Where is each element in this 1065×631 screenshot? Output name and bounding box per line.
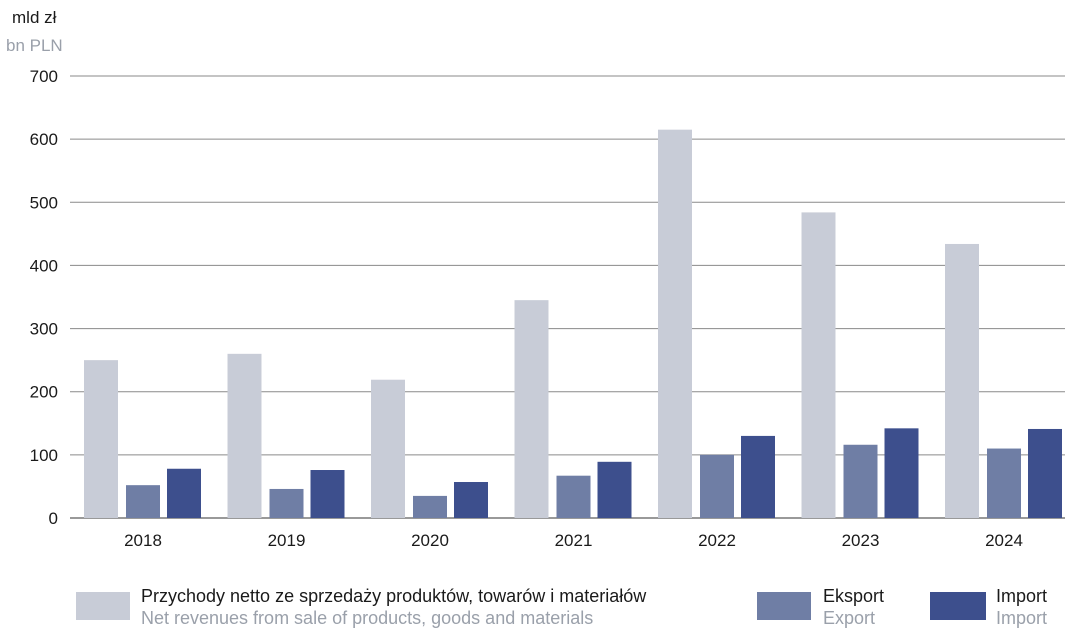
legend-label-import-en: Import — [996, 608, 1048, 628]
bar-2023-import — [884, 428, 919, 518]
legend-label-revenues-en: Net revenues from sale of products, good… — [141, 608, 594, 628]
bar-2021-revenues — [514, 300, 549, 518]
y-tick-label: 200 — [30, 383, 58, 402]
legend-item-revenues: Przychody netto ze sprzedaży produktów, … — [76, 586, 736, 628]
bar-2023-revenues — [801, 212, 836, 519]
legend-label-import: Import — [996, 586, 1048, 606]
bar-2022-import — [741, 435, 775, 518]
y-tick-label: 100 — [30, 446, 58, 465]
x-tick-label: 2020 — [411, 531, 449, 550]
y-unit-label-en: bn PLN — [6, 36, 63, 55]
x-tick-label: 2023 — [842, 531, 880, 550]
legend-label-export: Eksport — [823, 586, 885, 606]
bar-2021-import — [597, 461, 632, 518]
y-tick-label: 500 — [30, 193, 58, 212]
y-unit-label: mld zł — [12, 8, 57, 27]
x-tick-label: 2018 — [124, 531, 162, 550]
bar-2024-revenues — [945, 243, 979, 518]
legend-item-export: Eksport Export — [757, 586, 907, 628]
legend-item-import: Import Import — [930, 586, 1062, 628]
bar-2024-eksport — [987, 448, 1021, 518]
x-tick-label: 2021 — [555, 531, 593, 550]
legend-swatch-revenues — [76, 592, 130, 620]
bar-2020-eksport — [413, 495, 447, 518]
x-tick-label: 2024 — [985, 531, 1023, 550]
legend-swatch-import — [930, 592, 986, 620]
bar-2019-eksport — [269, 488, 304, 518]
bar-2021-eksport — [556, 475, 591, 518]
legend-label-revenues: Przychody netto ze sprzedaży produktów, … — [141, 586, 647, 606]
bar-2019-revenues — [227, 353, 262, 518]
y-tick-label: 300 — [30, 320, 58, 339]
x-tick-label: 2019 — [268, 531, 306, 550]
bar-2023-eksport — [843, 444, 878, 518]
y-tick-label: 700 — [30, 67, 58, 86]
bar-2024-import — [1028, 428, 1062, 518]
x-tick-label: 2022 — [698, 531, 736, 550]
bar-2018-import — [167, 468, 201, 518]
bar-2020-import — [454, 482, 488, 518]
y-tick-label: 600 — [30, 130, 58, 149]
bar-2019-import — [310, 470, 345, 518]
bar-2022-revenues — [658, 129, 692, 518]
y-tick-label: 0 — [49, 509, 58, 528]
legend-swatch-export — [757, 592, 811, 620]
legend-label-export-en: Export — [823, 608, 876, 628]
y-tick-label: 400 — [30, 256, 58, 275]
bar-2018-revenues — [84, 360, 118, 518]
bar-2020-revenues — [371, 379, 405, 518]
bar-2018-eksport — [126, 485, 160, 518]
bar-2022-eksport — [700, 454, 734, 518]
